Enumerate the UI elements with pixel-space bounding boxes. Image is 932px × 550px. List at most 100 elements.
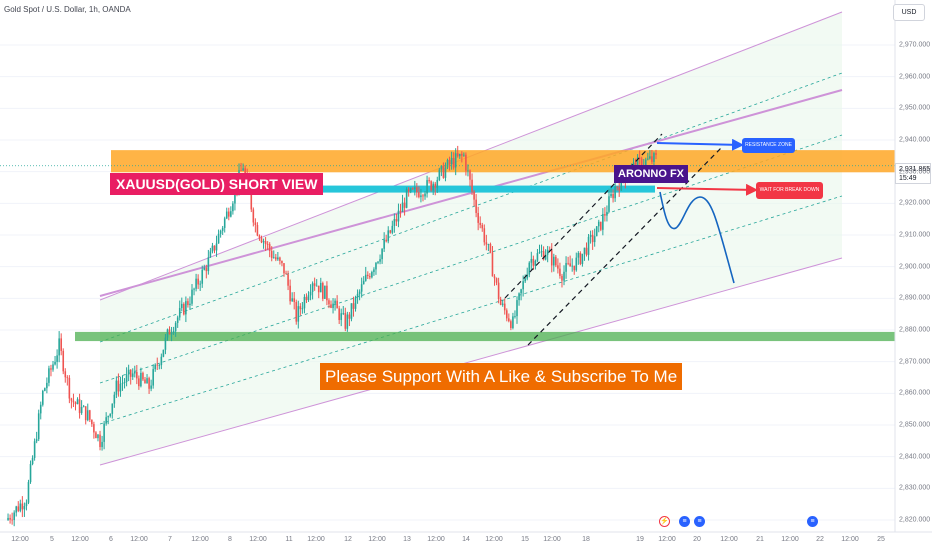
candle-body [638, 157, 641, 159]
x-tick-label: 12 [344, 536, 352, 543]
candle-body [297, 306, 300, 322]
last-price-tag: 2,931.865 15:49 [895, 163, 931, 184]
candle-body [29, 464, 32, 483]
candle-body [272, 257, 275, 259]
candle-body [86, 410, 89, 421]
candle-body [281, 260, 283, 264]
candle-body [458, 153, 461, 157]
candle-body [35, 439, 38, 442]
candle-body [262, 241, 265, 243]
candle-body [640, 158, 643, 169]
candle-body [15, 506, 18, 513]
candle-body [589, 234, 592, 237]
us-flag-icon[interactable]: ≡ [679, 516, 690, 527]
x-tick-label: 12:00 [543, 536, 561, 543]
candle-body [348, 314, 351, 319]
candle-body [78, 399, 81, 414]
bar-countdown: 15:49 [899, 175, 917, 182]
y-tick-label: 2,950.000 [899, 104, 931, 112]
us-flag-icon[interactable]: ≡ [694, 516, 705, 527]
candle-body [358, 291, 361, 294]
candle-body [366, 274, 369, 277]
candle-body [436, 179, 439, 188]
candle-body [465, 154, 467, 171]
candle-body [649, 156, 651, 159]
candle-body [127, 369, 130, 375]
candle-body [193, 288, 195, 290]
candle-body [546, 249, 549, 255]
candle-body [44, 388, 46, 391]
resistance-zone-label[interactable]: RESISTANCE ZONE [742, 138, 795, 153]
support-message-label[interactable]: Please Support With A Like & Subscribe T… [320, 363, 683, 390]
candle-body [146, 378, 148, 384]
currency-button[interactable]: USD [893, 4, 925, 21]
inner-trend-line [99, 89, 843, 297]
candle-body [340, 313, 343, 321]
x-tick-label: 11 [285, 536, 293, 543]
candle-body [311, 283, 314, 292]
candle-body [285, 273, 287, 275]
candle-body [414, 187, 416, 190]
candle-body [170, 332, 173, 335]
candle-body [230, 211, 232, 217]
candle-body [191, 289, 193, 304]
y-tick-label: 2,940.000 [899, 136, 931, 144]
candle-body [362, 280, 365, 285]
candle-body [37, 413, 40, 440]
x-tick-label: 12:00 [781, 536, 799, 543]
x-tick-label: 8 [228, 536, 232, 543]
candle-body [655, 153, 657, 155]
brand-label[interactable]: ARONNO FX [614, 165, 688, 183]
candle-body [573, 265, 576, 271]
y-tick-label: 2,960.000 [899, 73, 931, 81]
candle-body [227, 211, 230, 217]
candle-body [526, 274, 529, 279]
candle-body [501, 303, 504, 305]
x-tick-label: 25 [877, 536, 885, 543]
wait-breakdown-label[interactable]: WAIT FOR BREAK DOWN [756, 182, 823, 199]
candle-body [109, 413, 112, 417]
candle-body [600, 221, 602, 230]
candle-body [105, 417, 107, 424]
candle-body [334, 300, 336, 304]
candle-body [131, 373, 134, 377]
candle-body [72, 400, 75, 403]
candle-body [185, 301, 187, 315]
x-tick-label: 13 [403, 536, 411, 543]
candle-body [50, 368, 52, 370]
candle-body [326, 285, 328, 301]
candle-body [113, 394, 116, 404]
candle-body [291, 298, 293, 302]
candle-body [123, 382, 126, 383]
projection-path [659, 191, 735, 284]
candle-body [336, 300, 338, 309]
candle-body [197, 278, 199, 285]
chart-title-label[interactable]: XAUUSD(GOLD) SHORT VIEW [110, 173, 324, 195]
candle-body [93, 424, 95, 433]
candle-body [217, 233, 220, 244]
candle-body [499, 299, 502, 305]
candle-body [82, 406, 85, 408]
candle-body [595, 226, 598, 237]
candle-body [497, 282, 500, 300]
candle-body [256, 224, 259, 236]
candle-body [393, 219, 396, 226]
candle-body [426, 180, 428, 194]
us-flag-icon[interactable]: ≡ [807, 516, 818, 527]
candle-body [211, 245, 214, 252]
bolt-icon[interactable]: ⚡ [659, 516, 670, 527]
candle-body [219, 230, 222, 234]
candle-body [205, 267, 208, 272]
candle-body [542, 251, 545, 260]
candle-body [383, 239, 385, 249]
candle-body [483, 228, 486, 243]
x-tick-label: 7 [168, 536, 172, 543]
candle-body [389, 230, 392, 233]
candle-body [606, 211, 608, 216]
candle-body [481, 224, 484, 229]
candle-body [74, 402, 77, 405]
candle-body [264, 241, 267, 244]
candle-body [411, 188, 414, 190]
x-tick-label: 12:00 [11, 536, 29, 543]
